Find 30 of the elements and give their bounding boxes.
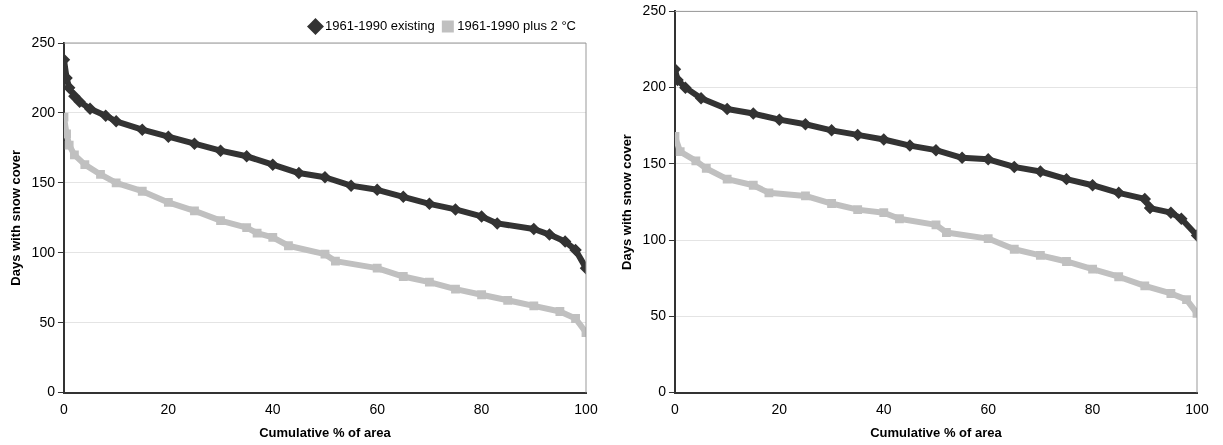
x-tick-label: 100	[1185, 400, 1209, 417]
y-tick-label: 100	[31, 243, 56, 260]
x-axis-title: Cumulative % of area	[259, 424, 392, 440]
x-tick-label: 80	[473, 400, 490, 417]
x-tick-label: 0	[60, 400, 69, 417]
y-tick-label: 100	[642, 230, 667, 247]
x-tick-label: 20	[160, 400, 177, 417]
x-tick-label: 40	[264, 400, 281, 417]
y-tick-label: 150	[642, 154, 667, 171]
legend-label: 1961-1990 existing	[324, 18, 435, 34]
y-tick-label: 50	[650, 307, 667, 324]
y-tick-label: 50	[39, 313, 56, 330]
y-axis-title: Days with snow cover	[8, 149, 24, 286]
x-tick-label: 40	[875, 400, 892, 417]
x-tick-label: 60	[980, 400, 997, 417]
y-tick-label: 250	[31, 33, 56, 50]
x-tick-label: 0	[671, 400, 680, 417]
legend-label: 1961-1990 plus 2 °C	[457, 18, 576, 34]
x-tick-label: 100	[574, 400, 598, 417]
y-tick-label: 0	[47, 383, 56, 400]
y-tick-label: 150	[31, 173, 56, 190]
x-tick-label: 60	[369, 400, 386, 417]
y-axis-title: Days with snow cover	[619, 134, 635, 270]
y-tick-label: 0	[658, 383, 667, 400]
x-tick-label: 20	[771, 400, 788, 417]
y-tick-label: 200	[642, 78, 667, 95]
y-tick-label: 200	[31, 103, 56, 120]
x-axis-title: Cumulative % of area	[870, 424, 1003, 440]
y-tick-label: 250	[642, 2, 667, 19]
x-tick-label: 80	[1084, 400, 1101, 417]
